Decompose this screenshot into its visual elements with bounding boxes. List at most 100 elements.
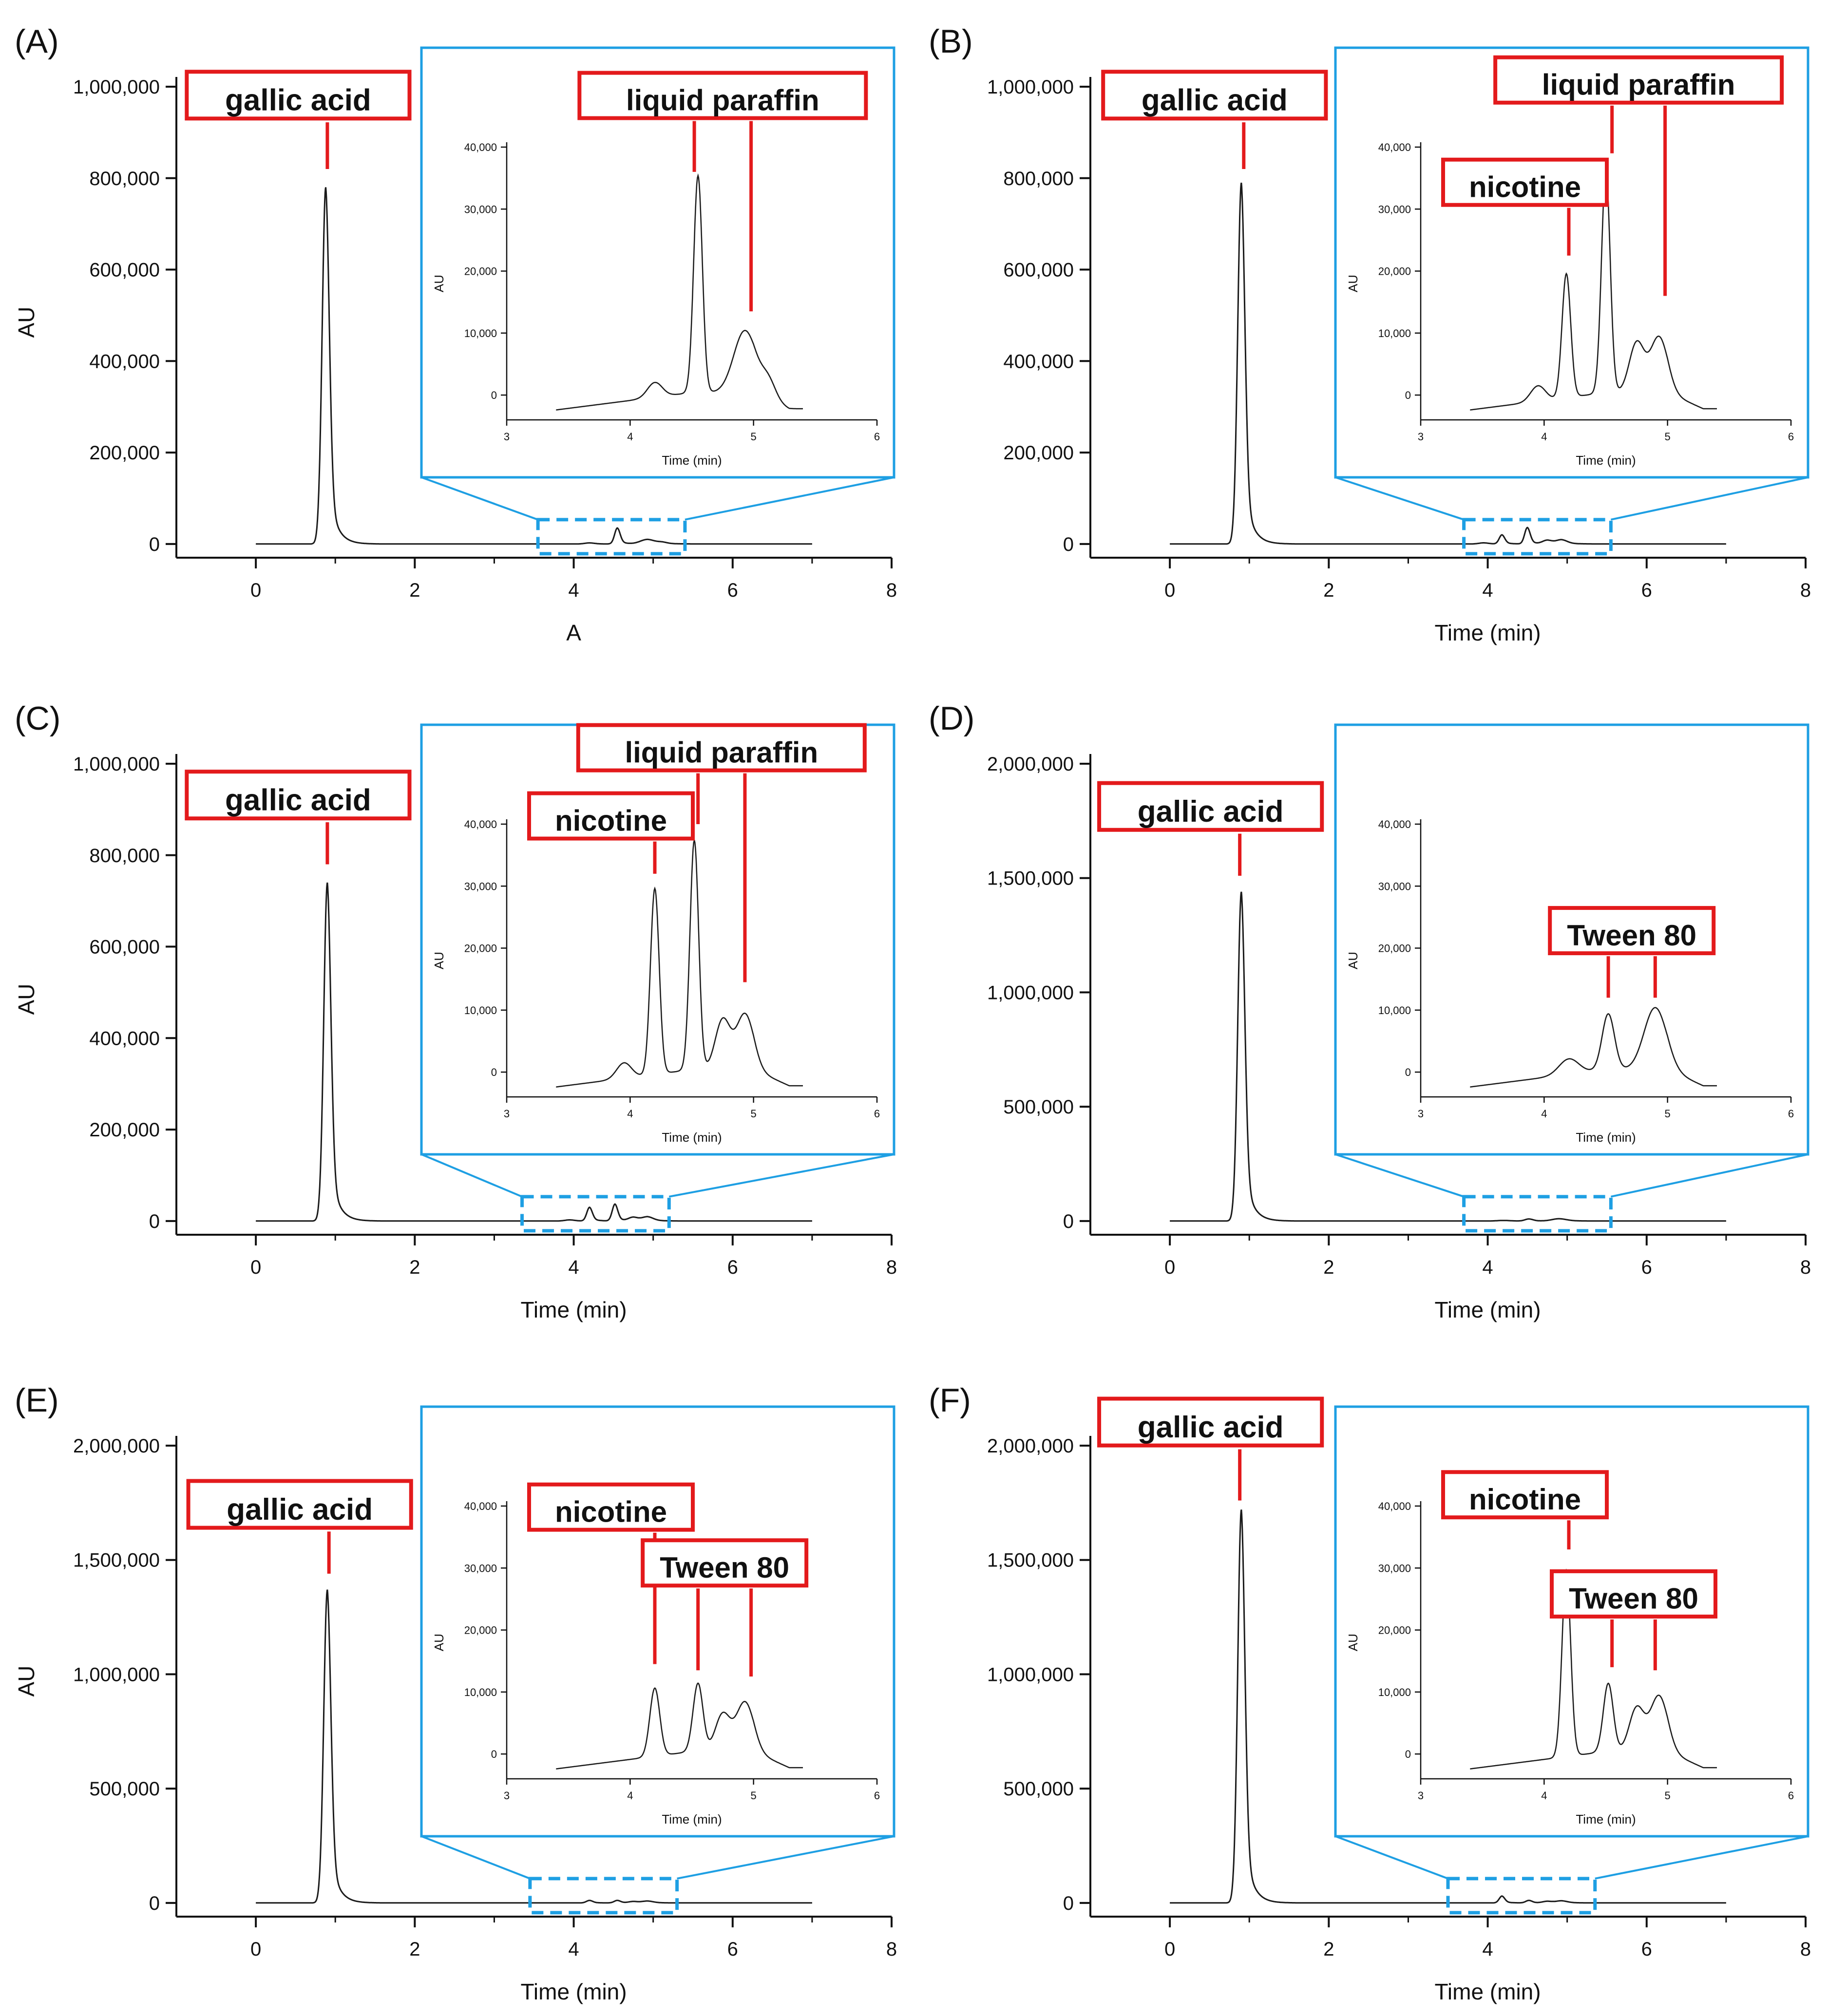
inset-trace [1470, 1568, 1717, 1770]
inset-y-axis-label: AU [1346, 275, 1360, 292]
x-tick-label: 2 [409, 1939, 420, 1960]
x-tick-label: 0 [1164, 580, 1175, 601]
y-tick-label: 400,000 [89, 351, 160, 372]
y-tick-label: 1,500,000 [987, 868, 1074, 889]
annotation-box [185, 70, 412, 121]
x-tick-label: 8 [886, 1939, 897, 1960]
inset-x-tick-label: 5 [1665, 1108, 1671, 1120]
inset-y-tick-label: 20,000 [1378, 1624, 1411, 1637]
inset-connector [1335, 1835, 1448, 1880]
inset-x-tick-label: 6 [874, 431, 880, 443]
inset-y-tick-label: 10,000 [1378, 327, 1411, 339]
inset-x-tick-label: 6 [1788, 431, 1794, 443]
annotation-label: liquid paraffin [577, 71, 868, 120]
annotation-box [1493, 55, 1784, 105]
inset-y-tick-label: 40,000 [1378, 818, 1411, 830]
inset-y-tick-label: 30,000 [464, 880, 497, 892]
annotation-text: gallic acid [225, 784, 371, 817]
x-tick-label: 2 [409, 580, 420, 601]
inset-x-tick-label: 6 [874, 1790, 880, 1802]
inset-connector [677, 1835, 895, 1880]
inset-y-axis-label: AU [1346, 1634, 1360, 1651]
x-tick-label: 4 [568, 1939, 579, 1960]
annotation-text: gallic acid [1142, 84, 1288, 117]
y-tick-label: 800,000 [89, 168, 160, 189]
inset-x-tick-label: 6 [1788, 1790, 1794, 1802]
y-tick-label: 800,000 [89, 845, 160, 867]
annotation-text: nicotine [1469, 1483, 1581, 1516]
inset-y-tick-label: 40,000 [1378, 1500, 1411, 1512]
inset-y-tick-label: 30,000 [1378, 880, 1411, 892]
annotation-label: Tween 80 [1550, 1569, 1717, 1619]
annotation-text: gallic acid [1138, 795, 1284, 829]
annotation-text: liquid paraffin [1542, 69, 1735, 101]
annotation-box [527, 1482, 695, 1532]
annotation-text: liquid paraffin [625, 736, 818, 769]
inset-y-tick-label: 0 [491, 1748, 497, 1760]
y-tick-label: 600,000 [89, 260, 160, 281]
y-tick-label: 600,000 [1003, 260, 1074, 281]
annotation-text: gallic acid [1138, 1411, 1284, 1444]
inset-y-tick-label: 0 [1405, 1066, 1411, 1078]
panel-label: (B) [929, 23, 973, 60]
inset-connector [1595, 1835, 1809, 1880]
y-tick-label: 0 [1063, 534, 1074, 555]
inset-connector [668, 1153, 895, 1198]
inset-x-axis-label: Time (min) [1576, 1130, 1636, 1145]
annotation-label: nicotine [1441, 1470, 1609, 1520]
y-tick-label: 200,000 [89, 442, 160, 464]
inset-y-tick-label: 0 [491, 389, 497, 401]
zoom-region [536, 518, 687, 556]
y-tick-label: 1,500,000 [987, 1550, 1074, 1571]
y-tick-label: 800,000 [1003, 168, 1074, 189]
y-tick-label: 1,000,000 [987, 982, 1074, 1003]
y-tick-label: 600,000 [89, 937, 160, 958]
inset-x-axis-label: Time (min) [662, 1812, 722, 1827]
inset-connector [1610, 476, 1809, 521]
inset-x-tick-label: 4 [627, 431, 633, 443]
y-tick-label: 2,000,000 [987, 754, 1074, 775]
x-tick-label: 2 [1323, 1939, 1334, 1960]
annotation-label: nicotine [1441, 157, 1609, 207]
inset-y-tick-label: 0 [1405, 389, 1411, 401]
inset-y-tick-label: 20,000 [1378, 942, 1411, 955]
inset-x-tick-label: 4 [1541, 431, 1547, 443]
annotation-label: Tween 80 [641, 1538, 809, 1588]
zoom-region [528, 1877, 679, 1915]
inset-y-tick-label: 20,000 [1378, 265, 1411, 278]
x-tick-label: 4 [568, 1257, 579, 1278]
inset-x-tick-label: 3 [504, 1108, 510, 1120]
x-tick-label: 8 [886, 580, 897, 601]
inset-connector [421, 1153, 523, 1198]
x-tick-label: 4 [1482, 1257, 1493, 1278]
y-tick-label: 0 [1063, 1211, 1074, 1232]
y-tick-label: 1,000,000 [73, 754, 160, 775]
y-axis-label: AU [14, 307, 39, 338]
inset-x-tick-label: 5 [1665, 431, 1671, 443]
zoom-region [520, 1195, 671, 1233]
inset-y-tick-label: 10,000 [464, 327, 497, 339]
inset-x-tick-label: 3 [1418, 1108, 1424, 1120]
x-tick-label: 4 [568, 580, 579, 601]
y-tick-label: 400,000 [1003, 351, 1074, 372]
x-axis-label: Time (min) [1435, 1979, 1541, 2004]
y-tick-label: 1,000,000 [73, 1664, 160, 1685]
zoom-region [1446, 1877, 1597, 1915]
inset-x-tick-label: 3 [1418, 1790, 1424, 1802]
chart-panel-a: (A) 0 2 4 6 8 0 200,000 400,000 600,000 800,000 1,0… [14, 23, 897, 645]
x-tick-label: 4 [1482, 580, 1493, 601]
inset-x-tick-label: 3 [504, 1790, 510, 1802]
annotation-text: gallic acid [227, 1493, 373, 1526]
x-tick-label: 6 [1641, 1257, 1652, 1278]
y-tick-label: 0 [149, 1211, 160, 1232]
annotation-box [1550, 1569, 1717, 1619]
inset-x-tick-label: 4 [1541, 1108, 1547, 1120]
x-tick-label: 0 [250, 1939, 261, 1960]
panel-label: (E) [15, 1382, 59, 1419]
x-tick-label: 0 [1164, 1939, 1175, 1960]
annotation-box [1097, 781, 1324, 832]
annotation-label: nicotine [527, 791, 695, 841]
inset-y-tick-label: 10,000 [464, 1004, 497, 1017]
panel-label: (A) [15, 23, 59, 60]
